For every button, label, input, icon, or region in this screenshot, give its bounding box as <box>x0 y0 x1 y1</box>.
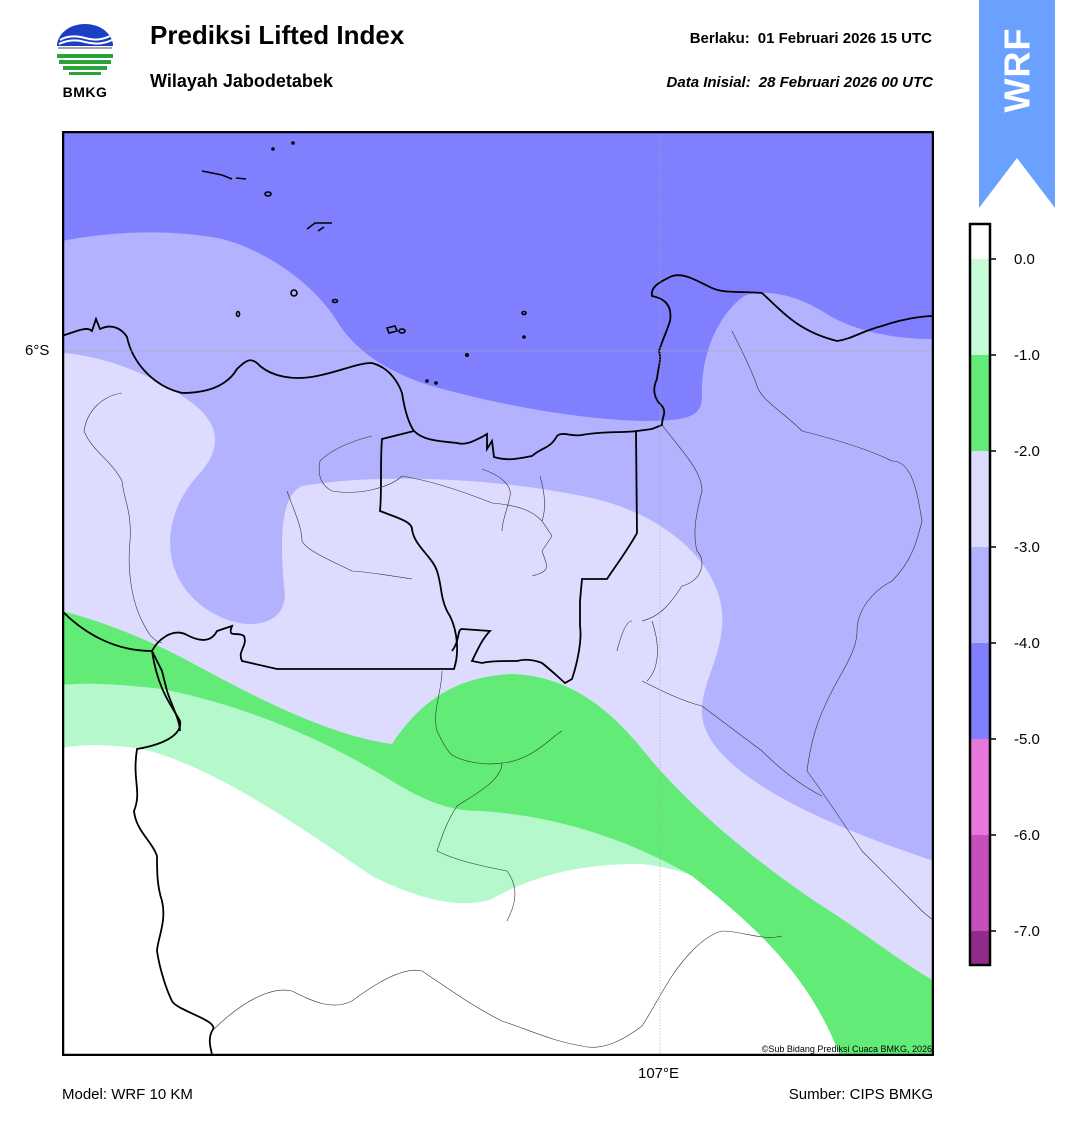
colorbar-tick-label: -6.0 <box>1014 827 1040 844</box>
province-boundary-west <box>62 610 181 732</box>
colorbar-tick-label: -4.0 <box>1014 635 1040 652</box>
colorbar-segment <box>970 739 990 835</box>
page-title: Prediksi Lifted Index <box>150 20 405 50</box>
colorbar-tick-label: -5.0 <box>1014 731 1040 748</box>
colorbar-segment <box>970 643 990 739</box>
colorbar-tick-label: -7.0 <box>1014 923 1040 940</box>
wrf-ribbon <box>979 0 1055 208</box>
islands <box>201 141 527 385</box>
colorbar: 0.0 -1.0 -2.0 -3.0 -4.0 -5.0 -6.0 -7.0 <box>968 222 1040 967</box>
valid-label: Berlaku: <box>689 30 750 47</box>
li-minus4-to-minus5-area <box>62 131 934 421</box>
map-frame <box>62 131 934 1056</box>
lifted-index-map <box>62 131 934 1056</box>
init-label: Data Inisial: <box>666 74 751 91</box>
colorbar-tick-label: -2.0 <box>1014 443 1040 460</box>
bmkg-logo-icon <box>57 24 113 75</box>
latitude-label: 6°S <box>25 342 50 359</box>
colorbar-tick-label: 0.0 <box>1014 251 1035 268</box>
colorbar-segment <box>970 355 990 451</box>
page-subtitle: Wilayah Jabodetabek <box>150 71 333 91</box>
copyright-text: ©Sub Bidang Prediksi Cuaca BMKG, 2026 <box>761 1044 932 1054</box>
colorbar-segment <box>970 259 990 355</box>
colorbar-segment <box>970 547 990 643</box>
colorbar-frame <box>968 222 992 967</box>
model-info: Model: WRF 10 KM <box>62 1086 193 1103</box>
colorbar-tick-label: -1.0 <box>1014 347 1040 364</box>
longitude-label: 107°E <box>638 1065 680 1082</box>
colorbar-segment <box>970 451 990 547</box>
colorbar-segment-cap <box>970 224 990 259</box>
colorbar-tick-label: -3.0 <box>1014 539 1040 556</box>
province-boundary-east <box>451 430 638 685</box>
valid-time: Berlaku: 01 Februari 2026 15 UTC <box>690 30 932 47</box>
bmkg-logo: BMKG <box>50 18 120 104</box>
valid-value: 01 Februari 2026 15 UTC <box>757 30 932 47</box>
init-value: 28 Februari 2026 00 UTC <box>758 74 933 91</box>
regency-boundaries <box>83 330 934 1048</box>
colorbar-segment <box>970 835 990 931</box>
wrf-ribbon-label: WRF <box>996 27 1037 113</box>
province-boundary <box>133 430 458 1056</box>
colorbar-segment <box>970 931 990 965</box>
source-info: Sumber: CIPS BMKG <box>788 1086 933 1103</box>
init-time: Data Inisial: 28 Februari 2026 00 UTC <box>667 74 933 91</box>
coastline <box>62 274 934 461</box>
logo-text: BMKG <box>62 84 108 100</box>
